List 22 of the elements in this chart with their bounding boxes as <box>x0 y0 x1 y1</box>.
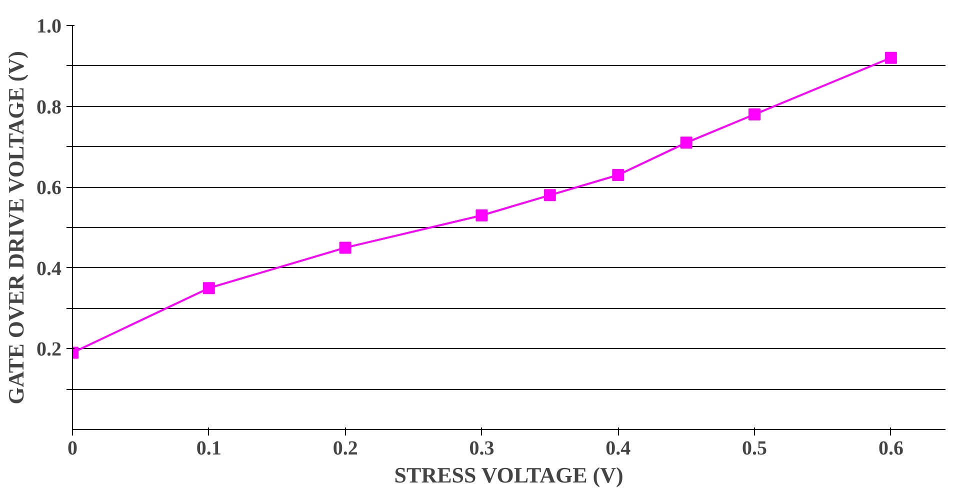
y-tick-label: 0.6 <box>36 177 62 200</box>
point <box>544 189 556 202</box>
x-tick-label: 0 <box>68 438 78 460</box>
point <box>680 136 692 149</box>
x-tick-label: 0.1 <box>196 438 222 460</box>
y-tick-label: 0.4 <box>36 258 62 280</box>
point <box>612 168 624 181</box>
x-tick-label: 0.4 <box>606 438 631 460</box>
point <box>748 108 761 120</box>
x-axis-title: STRESS VOLTAGE (V) <box>394 462 624 488</box>
x-tick-label: 0.5 <box>742 438 768 460</box>
point <box>339 242 352 254</box>
y-tick-label: 0.8 <box>36 96 62 118</box>
x-tick-label: 0.3 <box>469 438 494 460</box>
y-tick-label: 1.0 <box>36 16 62 38</box>
point <box>884 52 897 64</box>
y-tick-label: 0.2 <box>36 338 62 361</box>
point <box>476 209 488 222</box>
point <box>202 282 215 294</box>
y-axis-title: GATE OVER DRIVE VOLTAGE (V) <box>4 51 28 404</box>
x-tick-label: 0.2 <box>332 438 358 460</box>
x-tick-label: 0.6 <box>878 438 904 460</box>
